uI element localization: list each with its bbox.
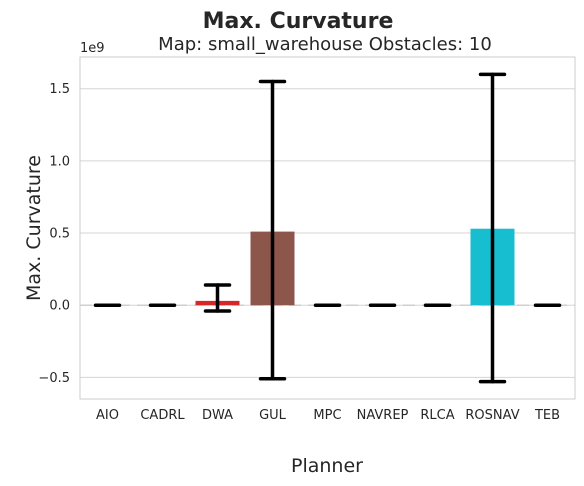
y-tick-label: −0.5 <box>38 371 70 386</box>
y-tick-label: 0.0 <box>49 299 70 314</box>
x-tick-label: ROSNAV <box>465 408 519 423</box>
error-bar-dwa <box>203 283 232 313</box>
x-axis-label: Planner <box>291 455 363 477</box>
chart-title: Max. Curvature <box>203 9 394 34</box>
plot-frame <box>79 56 576 400</box>
x-tick-label: TEB <box>534 408 560 423</box>
error-bar-gul <box>258 79 287 381</box>
x-tick-label: MPC <box>313 408 341 423</box>
x-tick-label: DWA <box>202 408 233 423</box>
y-tick-label: 1.0 <box>49 154 70 169</box>
x-tick-label: NAVREP <box>357 408 409 423</box>
chart-subtitle: Map: small_warehouse Obstacles: 10 <box>158 34 492 55</box>
y-tick-label: 0.5 <box>49 227 70 242</box>
y-axis-label: Max. Curvature <box>23 155 45 301</box>
x-tick-label: GUL <box>259 408 287 423</box>
x-tick-label: CADRL <box>140 408 185 423</box>
x-tick-label: RLCA <box>420 408 454 423</box>
x-tick-label: AIO <box>96 408 119 423</box>
y-tick-labels: −0.5 0.0 0.5 1.0 1.5 <box>38 82 70 386</box>
y-tick-label: 1.5 <box>49 82 70 97</box>
error-bars <box>93 72 562 384</box>
bars <box>195 228 515 306</box>
error-bar-rosnav <box>478 72 507 384</box>
x-tick-labels: AIO CADRL DWA GUL MPC NAVREP RLCA ROSNAV TEB <box>96 408 560 423</box>
y-axis-offset-label: 1e9 <box>80 41 105 56</box>
